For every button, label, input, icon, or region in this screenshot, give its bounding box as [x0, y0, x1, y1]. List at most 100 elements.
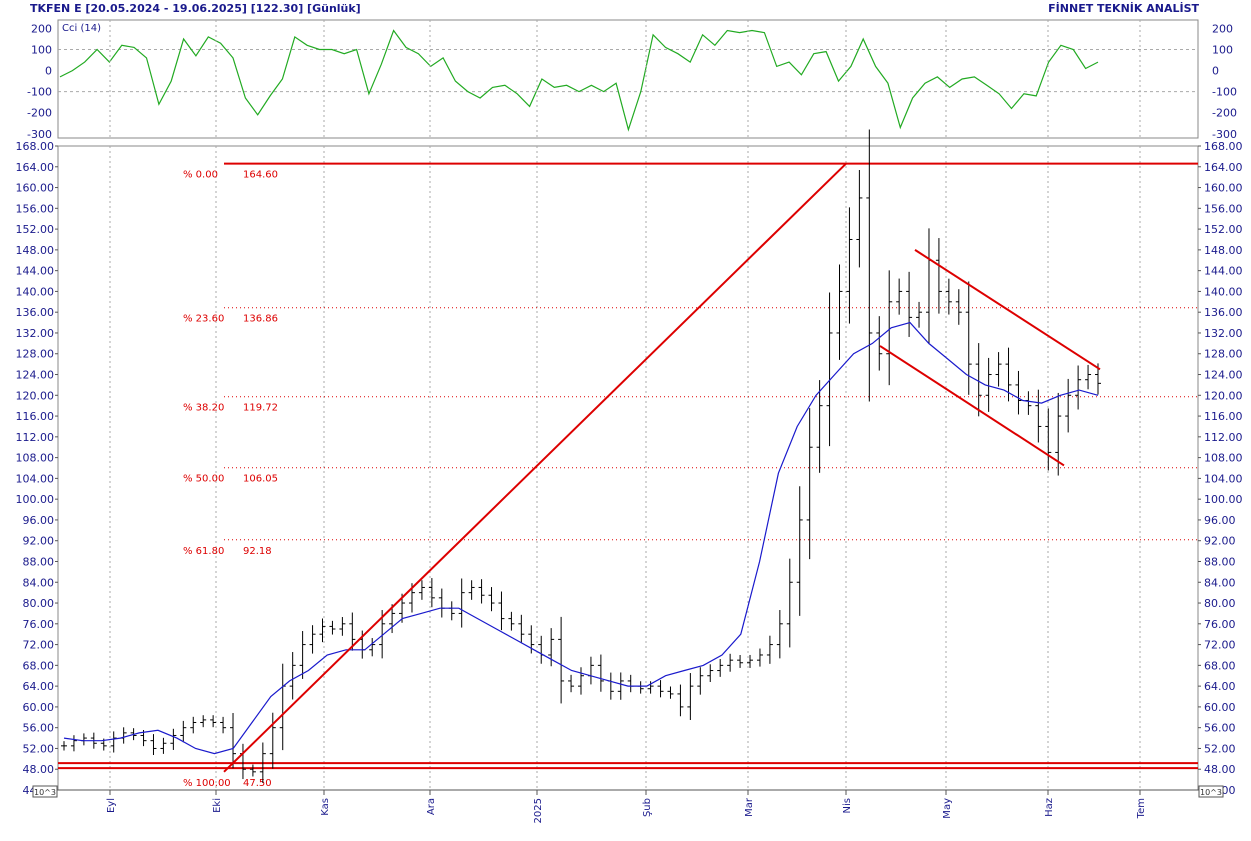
price-tick-label-left: 104.00 — [16, 472, 55, 485]
brand-label: FİNNET TEKNİK ANALİST — [1048, 2, 1199, 15]
multiplier-badge-left — [32, 785, 58, 798]
x-axis: Eyl Eki Kas Ara 2025 Şub Mar Nis May Haz Tem — [58, 789, 1198, 823]
price-tick-label-left: 92.00 — [23, 535, 55, 548]
price-tick-label-right: 76.00 — [1204, 618, 1236, 631]
price-tick-label-left: 152.00 — [16, 223, 55, 236]
fib-value-label: 136.86 — [243, 314, 278, 325]
price-tick-label-right: 160.00 — [1204, 182, 1243, 195]
price-tick-label-right: 92.00 — [1204, 535, 1236, 548]
price-tick-label-left: 124.00 — [16, 369, 55, 382]
price-tick-label-left: 140.00 — [16, 285, 55, 298]
fib-percent-label: % 0.00 — [183, 170, 218, 181]
price-tick-label-left: 72.00 — [23, 639, 55, 652]
moving-average-line — [63, 321, 1099, 755]
price-tick-label-right: 108.00 — [1204, 452, 1243, 465]
fib-value-label: 47.50 — [243, 778, 272, 789]
price-tick-label-right: 84.00 — [1204, 576, 1236, 589]
x-tick-label: Nis — [842, 798, 853, 813]
x-tick-label: Kas — [320, 798, 331, 816]
price-tick-label-right: 144.00 — [1204, 265, 1243, 278]
price-tick-label-right: 48.00 — [1204, 763, 1236, 776]
price-tick-label-right: 124.00 — [1204, 369, 1243, 382]
price-tick-label-left: 48.00 — [23, 763, 55, 776]
cci-label: Cci (14) — [62, 23, 101, 34]
cci-tick-label-right: 100 — [1212, 44, 1233, 57]
price-tick-label-left: 112.00 — [16, 431, 55, 444]
cci-tick-label-right: -200 — [1212, 107, 1237, 120]
price-tick-label-right: 164.00 — [1204, 161, 1243, 174]
price-tick-label-right: 148.00 — [1204, 244, 1243, 257]
price-panel: 168.00 168.00 164.00 164.00 160.00 160.00 156.… — [16, 129, 1243, 797]
multiplier-badge-right — [1198, 785, 1224, 798]
x-tick-label: Eki — [212, 798, 223, 813]
price-tick-label-right: 136.00 — [1204, 306, 1243, 319]
cci-tick-label-right: -300 — [1212, 128, 1237, 141]
price-tick-label-left: 80.00 — [23, 597, 55, 610]
multiplier-label-left: 10^3 — [34, 788, 56, 797]
cci-tick-label-left: -300 — [27, 128, 52, 141]
price-tick-label-right: 56.00 — [1204, 722, 1236, 735]
price-tick-label-left: 88.00 — [23, 555, 55, 568]
price-tick-label-left: 132.00 — [16, 327, 55, 340]
price-tick-label-right: 112.00 — [1204, 431, 1243, 444]
price-tick-label-left: 168.00 — [16, 140, 55, 153]
cci-tick-label-left: -200 — [27, 107, 52, 120]
fib-percent-label: % 61.80 — [183, 546, 224, 557]
x-tick-label: May — [942, 798, 953, 819]
cci-tick-label-right: -100 — [1212, 86, 1237, 99]
x-tick-label: Şub — [642, 798, 653, 817]
channel-upper-line — [914, 249, 1101, 371]
price-tick-label-left: 120.00 — [16, 389, 55, 402]
price-tick-label-right: 60.00 — [1204, 701, 1236, 714]
fib-percent-label: % 38.20 — [183, 403, 224, 414]
price-tick-label-left: 60.00 — [23, 701, 55, 714]
cci-tick-label-left: -100 — [27, 86, 52, 99]
price-tick-label-left: 144.00 — [16, 265, 55, 278]
chart-title: TKFEN E [20.05.2024 - 19.06.2025] [122.3… — [30, 2, 361, 15]
price-tick-label-right: 100.00 — [1204, 493, 1243, 506]
price-tick-label-left: 156.00 — [16, 202, 55, 215]
cci-tick-label-left: 100 — [31, 44, 52, 57]
price-tick-label-left: 164.00 — [16, 161, 55, 174]
multiplier-label-right: 10^3 — [1200, 788, 1222, 797]
price-tick-label-left: 108.00 — [16, 452, 55, 465]
cci-tick-label-left: 200 — [31, 22, 52, 35]
fib-percent-label: % 100.00 — [183, 778, 231, 789]
price-tick-label-right: 128.00 — [1204, 348, 1243, 361]
fib-value-label: 92.18 — [243, 546, 272, 557]
price-tick-label-left: 160.00 — [16, 182, 55, 195]
price-tick-label-left: 84.00 — [23, 576, 55, 589]
price-tick-label-left: 64.00 — [23, 680, 55, 693]
price-tick-label-right: 72.00 — [1204, 639, 1236, 652]
price-tick-label-left: 116.00 — [16, 410, 55, 423]
uptrend-line — [223, 162, 847, 773]
price-tick-label-left: 136.00 — [16, 306, 55, 319]
fib-value-label: 106.05 — [243, 474, 278, 485]
price-tick-label-right: 96.00 — [1204, 514, 1236, 527]
cci-panel: 200 200 100 100 0 0 -100 -100 -200 -200 -300 -300 — [27, 19, 1237, 141]
price-tick-label-right: 140.00 — [1204, 285, 1243, 298]
price-tick-label-right: 68.00 — [1204, 659, 1236, 672]
cci-tick-label-left: 0 — [45, 65, 52, 78]
price-tick-label-right: 52.00 — [1204, 742, 1236, 755]
fib-percent-label: % 50.00 — [183, 474, 224, 485]
price-tick-label-left: 52.00 — [23, 742, 55, 755]
x-tick-label: Haz — [1044, 798, 1055, 817]
x-tick-label: Mar — [744, 797, 755, 817]
price-tick-label-left: 68.00 — [23, 659, 55, 672]
price-tick-label-left: 56.00 — [23, 722, 55, 735]
fib-value-label: 119.72 — [243, 403, 278, 414]
x-tick-label: Ara — [426, 798, 437, 815]
fib-value-label: 164.60 — [243, 170, 278, 181]
cci-line — [59, 29, 1099, 132]
price-tick-label-right: 64.00 — [1204, 680, 1236, 693]
price-tick-label-left: 148.00 — [16, 244, 55, 257]
price-tick-label-left: 128.00 — [16, 348, 55, 361]
price-tick-label-right: 168.00 — [1204, 140, 1243, 153]
price-tick-label-left: 100.00 — [16, 493, 55, 506]
x-tick-label: Eyl — [106, 798, 117, 813]
x-tick-label: Tem — [1136, 798, 1147, 819]
price-tick-label-right: 116.00 — [1204, 410, 1243, 423]
